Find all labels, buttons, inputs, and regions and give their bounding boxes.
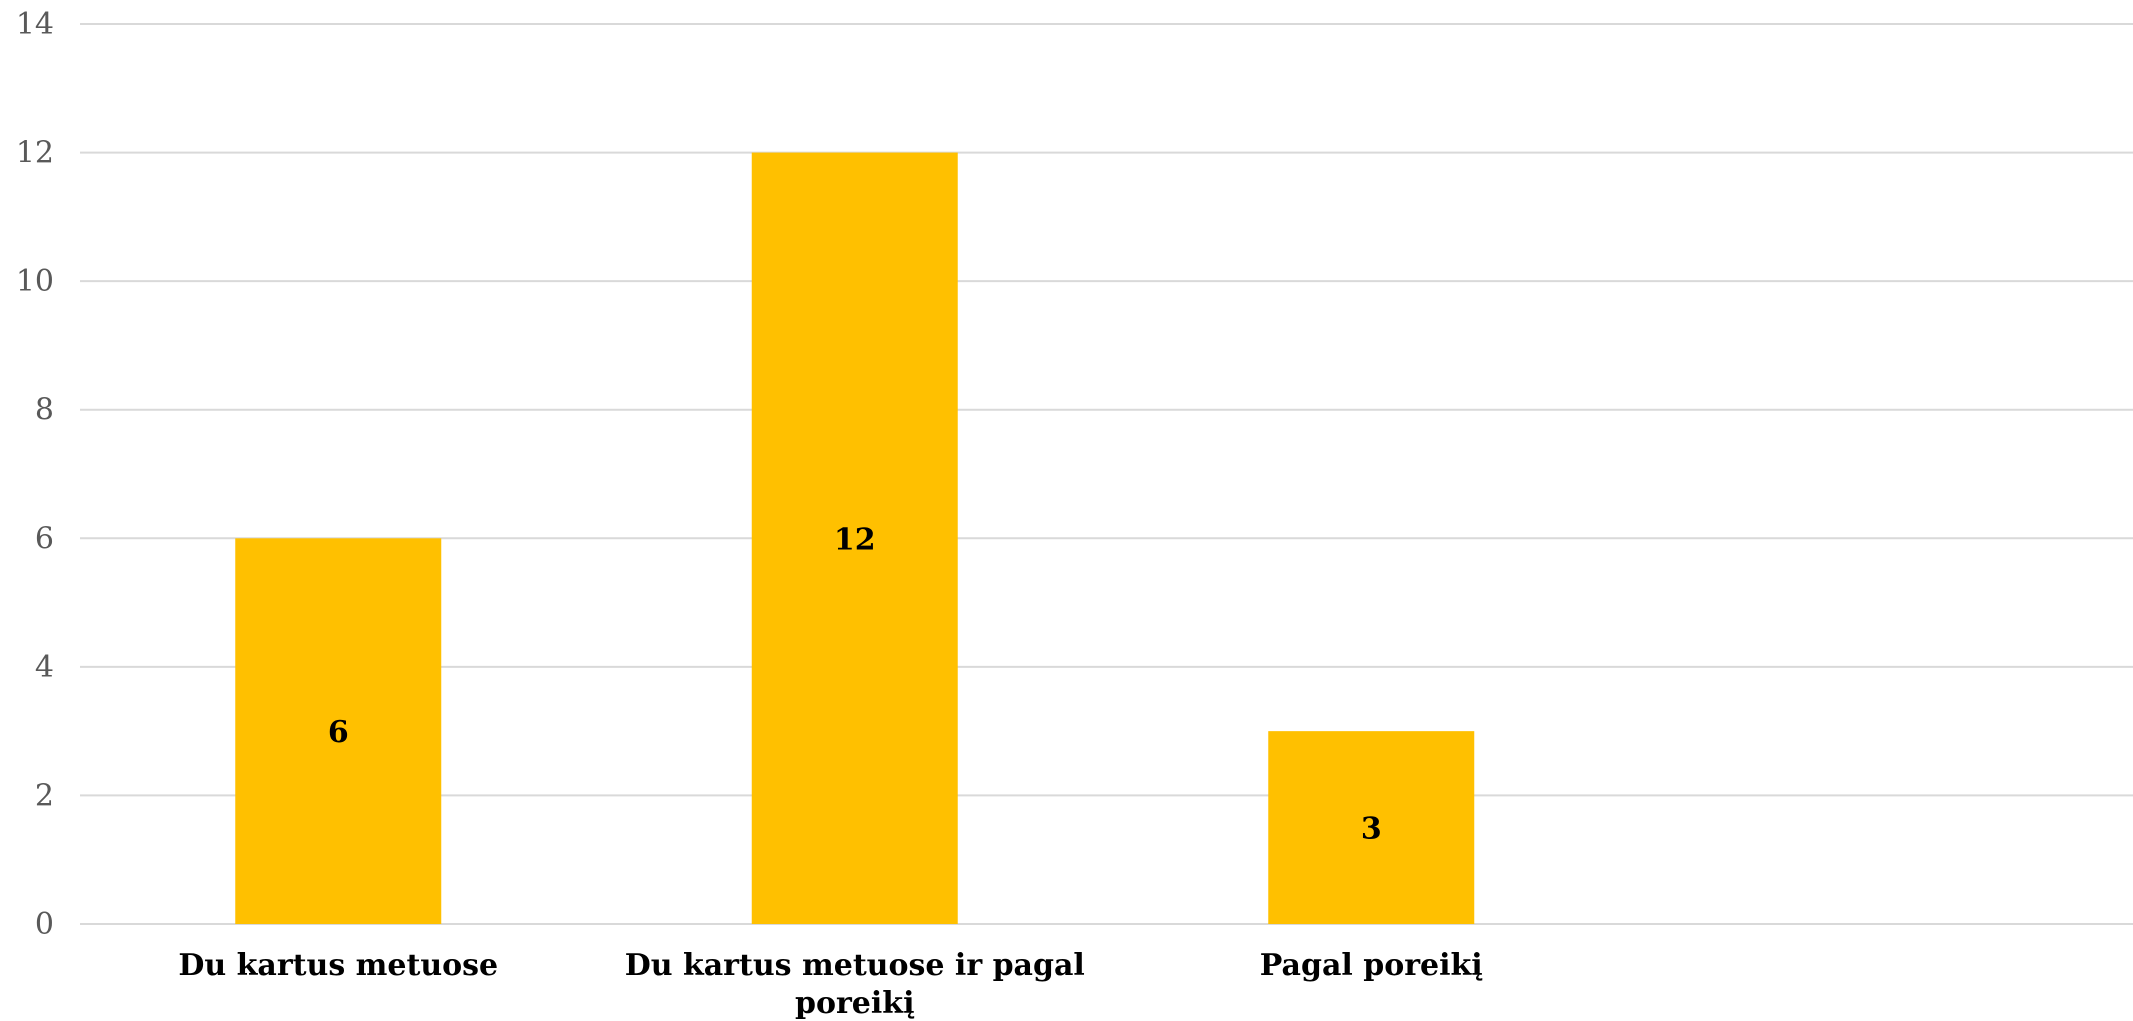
bar — [235, 538, 442, 924]
y-tick-label: 2 — [35, 778, 54, 813]
y-tick-label: 10 — [16, 264, 54, 299]
y-tick-label: 12 — [16, 136, 54, 171]
bars — [235, 152, 1475, 925]
x-category-label: Du kartus metuose ir pagal — [625, 948, 1085, 983]
bar — [1268, 731, 1475, 924]
x-category-label: Pagal poreikį — [1260, 948, 1484, 983]
y-axis-ticks: 0 2 4 6 8 10 12 14 — [16, 7, 54, 942]
x-category-label: Du kartus metuose — [178, 948, 498, 983]
x-category-label: poreikį — [795, 986, 915, 1021]
data-label: 12 — [834, 522, 876, 557]
x-axis-categories: Du kartus metuose Du kartus metuose ir pa… — [178, 948, 1483, 1021]
y-tick-label: 6 — [35, 521, 54, 556]
data-label: 3 — [1361, 812, 1382, 847]
data-label: 6 — [328, 715, 349, 750]
y-tick-label: 14 — [16, 7, 54, 42]
y-tick-label: 4 — [35, 650, 54, 685]
bar — [751, 152, 958, 925]
y-tick-label: 0 — [35, 907, 54, 942]
data-labels: 6 12 3 — [328, 522, 1382, 846]
y-tick-label: 8 — [35, 393, 54, 428]
